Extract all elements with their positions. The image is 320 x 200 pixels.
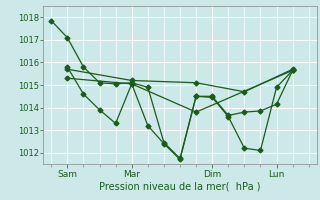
X-axis label: Pression niveau de la mer(  hPa ): Pression niveau de la mer( hPa ): [99, 181, 261, 191]
